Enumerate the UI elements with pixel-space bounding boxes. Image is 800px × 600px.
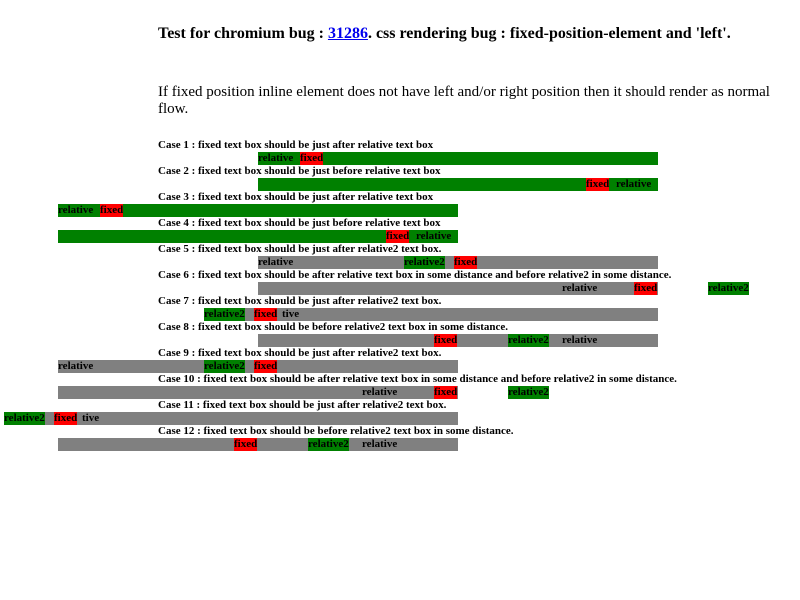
case-8-label: Case 8 : fixed text box should be before… <box>158 321 509 333</box>
case-3-relative-box: relative <box>58 204 94 216</box>
case-8-fixed-box: fixed <box>434 334 458 347</box>
case-6-fixed-box: fixed <box>634 282 658 295</box>
case-4-relative-box: relative <box>416 230 452 242</box>
case-4-fixed-box: fixed <box>386 230 410 243</box>
case-1-fixed-box: fixed <box>300 152 324 165</box>
case-6-relative-box: relative <box>562 282 598 294</box>
case-9-relative2-box: relative2 <box>204 360 245 373</box>
case-1-label: Case 1 : fixed text box should be just a… <box>158 139 434 151</box>
case-8-container <box>258 334 658 347</box>
case-6-container <box>258 282 658 295</box>
title-prefix: Test for chromium bug : <box>158 25 328 42</box>
case-11-label: Case 11 : fixed text box should be just … <box>158 399 447 411</box>
page-title: Test for chromium bug : 31286. css rende… <box>158 24 794 44</box>
case-1-relative-box: relative <box>258 152 294 164</box>
case-10-container <box>58 386 458 399</box>
case-8-relative-box: relative <box>562 334 598 346</box>
case-5-relative-box: relative <box>258 256 294 268</box>
case-10-relative2-box: relative2 <box>508 386 549 399</box>
case-3-container <box>58 204 458 217</box>
case-12-relative2-box: relative2 <box>308 438 349 451</box>
case-6-label: Case 6 : fixed text box should be after … <box>158 269 672 281</box>
case-7-label: Case 7 : fixed text box should be just a… <box>158 295 442 307</box>
case-11-container <box>4 412 458 425</box>
case-2-container <box>258 178 658 191</box>
case-10-label: Case 10 : fixed text box should be after… <box>158 373 677 385</box>
case-12-fixed-box: fixed <box>234 438 258 451</box>
case-2-label: Case 2 : fixed text box should be just b… <box>158 165 441 177</box>
case-2-relative-box: relative <box>616 178 652 190</box>
case-4-container <box>58 230 458 243</box>
case-1-container <box>258 152 658 165</box>
bug-link[interactable]: 31286 <box>327 25 368 42</box>
case-5-label: Case 5 : fixed text box should be just a… <box>158 243 442 255</box>
case-11-fixed-box: fixed <box>54 412 78 425</box>
case-5-fixed-box: fixed <box>454 256 478 269</box>
case-11-relative2-box: relative2 <box>4 412 45 425</box>
case-10-fixed-box: fixed <box>434 386 458 399</box>
case-12-relative-box: relative <box>362 438 398 450</box>
case-7-container <box>204 308 658 321</box>
case-9-fixed-box: fixed <box>254 360 278 373</box>
case-3-fixed-box: fixed <box>100 204 124 217</box>
case-7-fixed-box: fixed <box>254 308 278 321</box>
case-7-tive-text: tive <box>282 308 300 320</box>
case-7-relative2-box: relative2 <box>204 308 245 321</box>
case-8-relative2-box: relative2 <box>508 334 549 347</box>
case-6-relative2-box: relative2 <box>708 282 749 295</box>
intro-text: If fixed position inline element does no… <box>158 84 770 117</box>
case-9-label: Case 9 : fixed text box should be just a… <box>158 347 442 359</box>
title-suffix: . css rendering bug : fixed-position-ele… <box>367 25 731 42</box>
case-12-label: Case 12 : fixed text box should be befor… <box>158 425 514 437</box>
case-2-fixed-box: fixed <box>586 178 610 191</box>
case-3-label: Case 3 : fixed text box should be just a… <box>158 191 434 203</box>
case-11-tive-text: tive <box>82 412 100 424</box>
case-4-label: Case 4 : fixed text box should be just b… <box>158 217 441 229</box>
case-5-relative2-box: relative2 <box>404 256 445 269</box>
case-10-relative-box: relative <box>362 386 398 398</box>
case-9-relative-box: relative <box>58 360 94 372</box>
case-12-container <box>58 438 458 451</box>
